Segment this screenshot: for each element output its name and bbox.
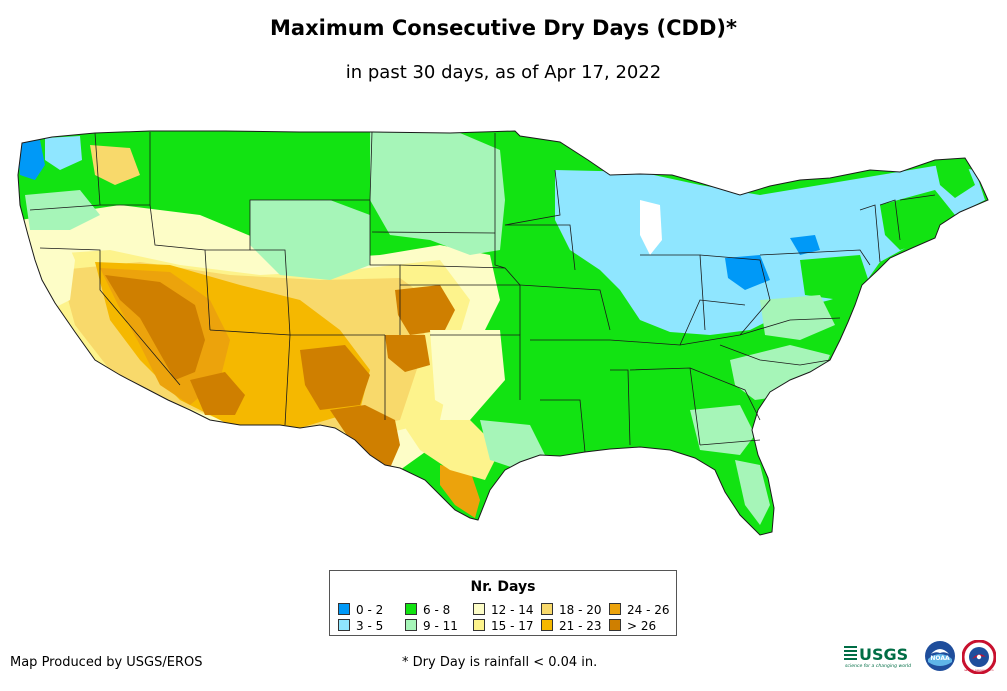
state-borders xyxy=(29,131,936,453)
region-wa-coast-blue xyxy=(18,140,45,180)
legend-swatch xyxy=(405,619,417,631)
legend-item: 6 - 8 xyxy=(405,603,450,616)
legend-swatch xyxy=(609,619,621,631)
legend-label: 12 - 14 xyxy=(491,603,534,617)
region-great-lakes-lightblue xyxy=(555,165,985,335)
legend-swatch xyxy=(609,603,621,615)
legend-item: > 26 xyxy=(609,619,656,632)
region-panhandle-brown xyxy=(385,335,430,372)
legend-swatch xyxy=(541,603,553,615)
legend-swatch xyxy=(338,603,350,615)
legend-label: 18 - 20 xyxy=(559,603,602,617)
legend: Nr. Days 0 - 2 3 - 5 6 - 8 9 - 11 12 - 1… xyxy=(329,570,677,636)
region-pa-green xyxy=(800,255,870,300)
legend-label: 24 - 26 xyxy=(627,603,670,617)
region-nevada-brown xyxy=(105,275,205,380)
legend-label: 15 - 17 xyxy=(491,619,534,633)
region-ohio-blue xyxy=(725,255,770,290)
legend-item: 21 - 23 xyxy=(541,619,602,632)
credit-text: Map Produced by USGS/EROS xyxy=(10,655,203,670)
legend-item: 24 - 26 xyxy=(609,603,670,616)
legend-label: 6 - 8 xyxy=(423,603,451,617)
noaa-logo: NOAA xyxy=(925,641,955,671)
legend-label: 3 - 5 xyxy=(356,619,384,633)
usgs-tagline: science for a changing world xyxy=(845,663,911,669)
region-texas-coast-orange xyxy=(440,465,480,518)
legend-item: 15 - 17 xyxy=(473,619,534,632)
legend-item: 3 - 5 xyxy=(338,619,383,632)
region-south-texas-yellow xyxy=(400,420,500,480)
region-west-texas-brown xyxy=(330,405,400,468)
region-colorado-mint xyxy=(250,200,370,280)
legend-label: > 26 xyxy=(627,619,657,633)
region-va-mint xyxy=(760,295,835,340)
noaa-logo-text: NOAA xyxy=(930,655,950,662)
legend-item: 12 - 14 xyxy=(473,603,534,616)
legend-swatch xyxy=(338,619,350,631)
region-idaho-tan xyxy=(90,145,140,185)
usgs-logo-text: USGS xyxy=(859,645,908,664)
legend-item: 18 - 20 xyxy=(541,603,602,616)
region-nm-brown xyxy=(300,345,370,410)
region-georgia-mint xyxy=(690,405,755,455)
region-new-england-green xyxy=(880,190,955,250)
legend-label: 9 - 11 xyxy=(423,619,458,633)
region-plains-mint xyxy=(370,132,505,255)
region-wa-lightblue xyxy=(45,136,82,170)
region-tx-east-mint xyxy=(480,420,545,470)
region-mi-lakes xyxy=(640,200,662,255)
region-ca-pale xyxy=(22,225,75,310)
region-ny-blue xyxy=(790,235,820,255)
legend-swatch xyxy=(473,603,485,615)
region-kansas-brown xyxy=(395,285,455,335)
us-cdd-map xyxy=(17,130,989,536)
legend-item: 0 - 2 xyxy=(338,603,383,616)
map-subtitle: in past 30 days, as of Apr 17, 2022 xyxy=(345,62,662,83)
footnote-text: * Dry Day is rainfall < 0.04 in. xyxy=(402,655,598,670)
legend-item: 9 - 11 xyxy=(405,619,458,632)
legend-swatch xyxy=(541,619,553,631)
region-florida-mint xyxy=(735,460,770,525)
region-oklahoma-pale xyxy=(430,330,505,420)
region-maine-green xyxy=(935,160,975,198)
legend-label: 21 - 23 xyxy=(559,619,602,633)
legend-title: Nr. Days xyxy=(470,579,536,595)
map-title: Maximum Consecutive Dry Days (CDD)* xyxy=(270,16,737,40)
legend-label: 0 - 2 xyxy=(356,603,384,617)
region-arizona-brown xyxy=(190,372,245,415)
nws-logo-text: NATIONAL WEATHER SERVICE xyxy=(964,669,994,672)
legend-swatch xyxy=(473,619,485,631)
nws-logo: NATIONAL WEATHER SERVICE xyxy=(962,640,996,674)
region-oregon-mint xyxy=(25,190,100,230)
legend-swatch xyxy=(405,603,417,615)
usgs-logo: USGS science for a changing world xyxy=(844,645,911,669)
